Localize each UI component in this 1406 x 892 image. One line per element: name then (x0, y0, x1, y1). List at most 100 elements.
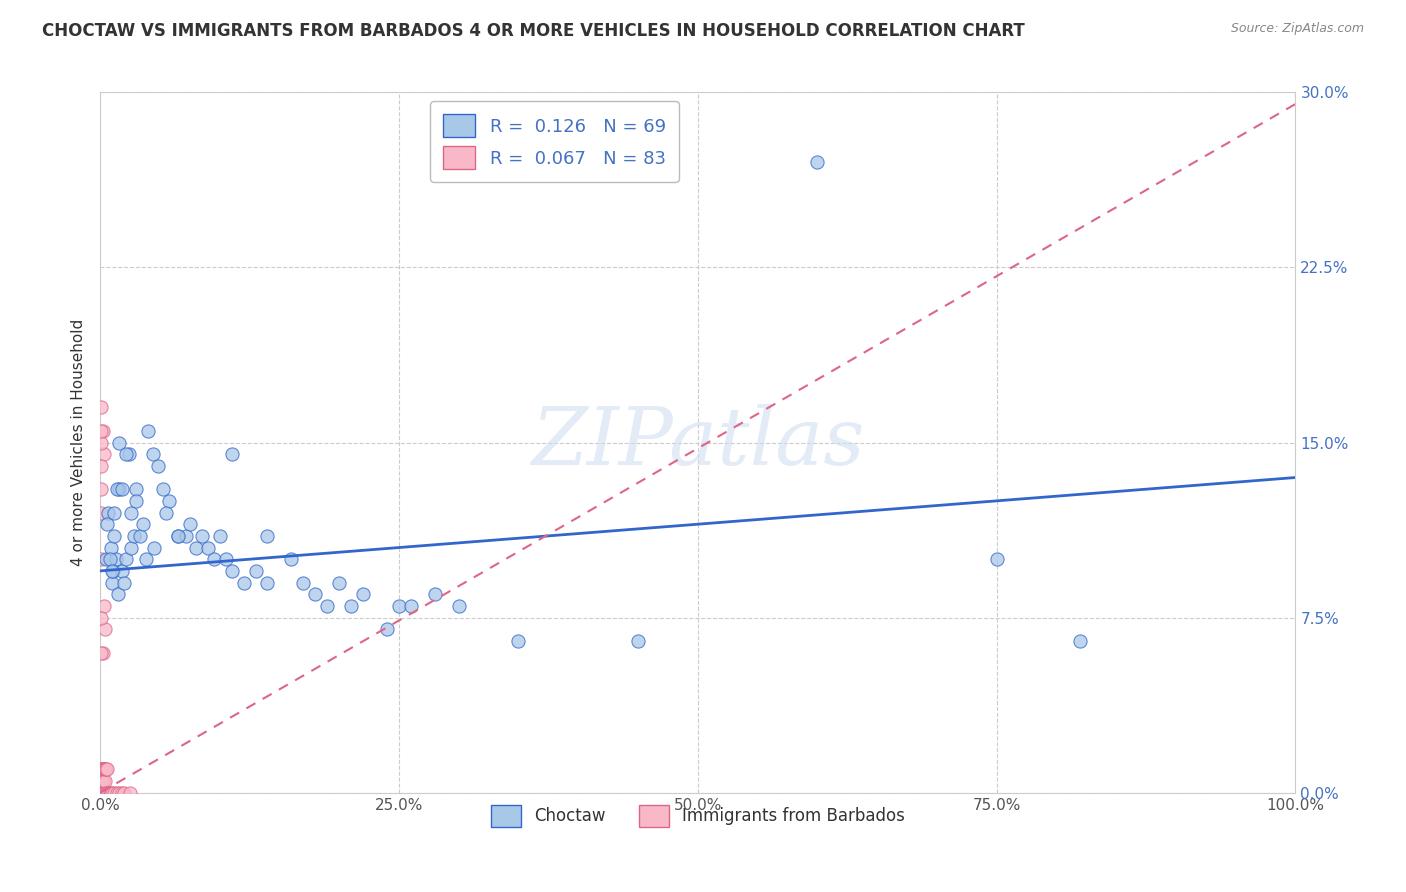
Point (103, 529, 125, 543)
Point (90, 786, 112, 800)
Point (118, 786, 141, 800)
Point (508, 634, 530, 648)
Point (101, 786, 124, 800)
Point (94, 552, 117, 566)
Point (90, 458, 112, 473)
Point (328, 575, 350, 590)
Point (90, 786, 112, 800)
Point (90, 786, 112, 800)
Point (90, 762, 112, 776)
Point (90, 786, 112, 800)
Point (96, 517, 118, 532)
Point (90, 786, 112, 800)
Point (115, 447, 138, 461)
Point (90, 786, 112, 800)
Point (112, 575, 135, 590)
Point (107, 587, 129, 601)
Point (90, 786, 112, 800)
Point (142, 447, 165, 461)
Point (91, 786, 114, 800)
Legend: Choctaw, Immigrants from Barbados: Choctaw, Immigrants from Barbados (484, 798, 911, 833)
Point (98, 786, 121, 800)
Point (112, 786, 135, 800)
Point (202, 552, 225, 566)
Point (90, 786, 112, 800)
Point (97, 506, 120, 520)
Point (90, 786, 112, 800)
Point (90, 424, 112, 438)
Point (90, 786, 112, 800)
Point (125, 494, 148, 508)
Point (214, 552, 236, 566)
Point (986, 552, 1008, 566)
Point (97, 786, 120, 800)
Point (94, 774, 117, 789)
Point (108, 435, 131, 450)
Point (256, 529, 278, 543)
Point (91, 424, 114, 438)
Point (90, 786, 112, 800)
Point (399, 599, 422, 613)
Y-axis label: 4 or more Vehicles in Household: 4 or more Vehicles in Household (72, 318, 86, 566)
Point (90, 786, 112, 800)
Point (280, 552, 302, 566)
Point (208, 529, 231, 543)
Point (101, 575, 124, 590)
Point (91, 786, 114, 800)
Point (221, 564, 243, 578)
Point (93, 786, 115, 800)
Point (93, 786, 115, 800)
Point (94, 762, 117, 776)
Point (90, 786, 112, 800)
Point (245, 564, 267, 578)
Point (128, 529, 150, 543)
Point (316, 599, 339, 613)
Point (627, 634, 650, 648)
Point (90, 774, 112, 789)
Point (90, 786, 112, 800)
Point (388, 599, 411, 613)
Point (91, 762, 114, 776)
Point (136, 424, 159, 438)
Point (304, 587, 326, 601)
Point (90, 786, 112, 800)
Point (96, 786, 118, 800)
Point (90, 786, 112, 800)
Point (103, 786, 125, 800)
Point (118, 447, 141, 461)
Point (93, 762, 115, 776)
Point (90, 762, 112, 776)
Point (100, 786, 122, 800)
Point (90, 786, 112, 800)
Point (103, 564, 125, 578)
Point (101, 564, 124, 578)
Point (90, 786, 112, 800)
Point (108, 786, 131, 800)
Point (111, 786, 134, 800)
Point (94, 786, 117, 800)
Point (90, 786, 112, 800)
Point (174, 529, 197, 543)
Point (90, 401, 112, 415)
Point (352, 587, 374, 601)
Point (90, 786, 112, 800)
Point (155, 506, 177, 520)
Point (90, 786, 112, 800)
Point (91, 786, 114, 800)
Point (111, 482, 134, 496)
Point (96, 762, 118, 776)
Point (91, 786, 114, 800)
Point (90, 506, 112, 520)
Point (423, 587, 446, 601)
Point (90, 482, 112, 496)
Point (90, 786, 112, 800)
Text: Source: ZipAtlas.com: Source: ZipAtlas.com (1230, 22, 1364, 36)
Point (90, 786, 112, 800)
Point (90, 786, 112, 800)
Point (104, 552, 127, 566)
Point (108, 482, 131, 496)
Point (166, 529, 188, 543)
Point (91, 646, 114, 660)
Point (105, 482, 128, 496)
Point (90, 786, 112, 800)
